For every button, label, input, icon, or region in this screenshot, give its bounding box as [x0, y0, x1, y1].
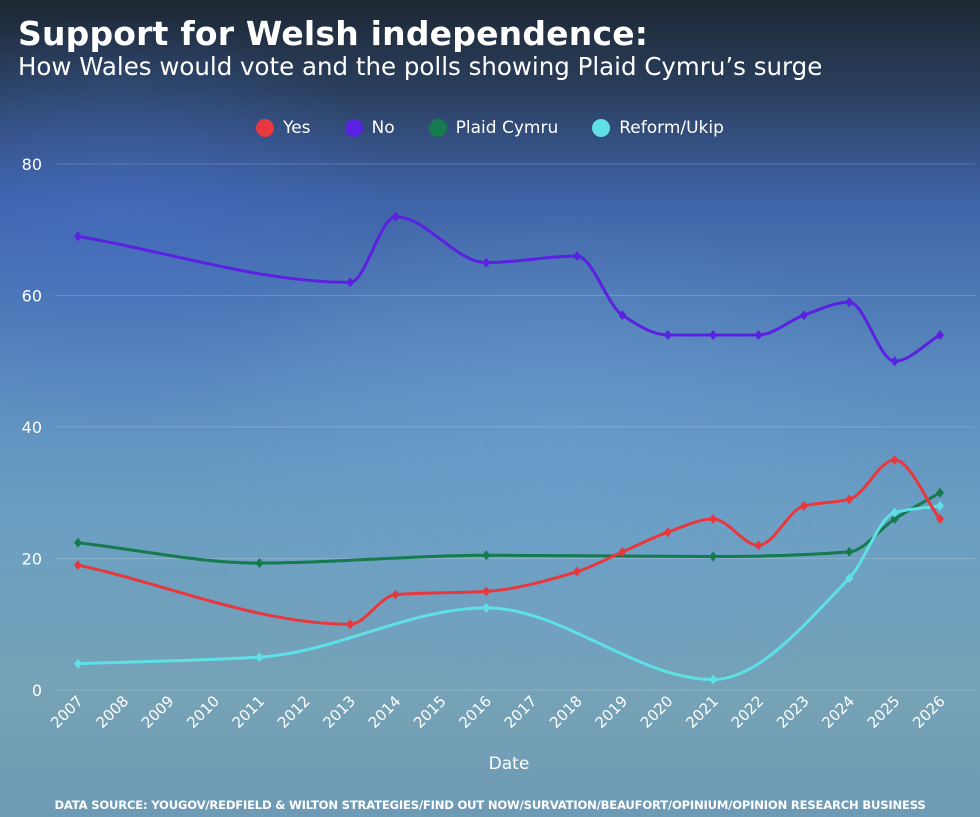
data-point-plaid-cymru	[74, 537, 82, 548]
data-point-no	[346, 277, 355, 288]
data-point-no	[845, 297, 854, 308]
x-tick-label: 2020	[637, 692, 677, 732]
legend-label: Plaid Cymru	[455, 118, 559, 138]
x-tick-label: 2015	[410, 692, 450, 732]
data-point-reform-ukip	[709, 674, 718, 685]
x-axis-label: Date	[488, 754, 530, 774]
legend: Yes No Plaid Cymru Reform/Ukip	[0, 118, 980, 138]
data-point-no	[482, 257, 491, 268]
data-point-yes	[936, 514, 944, 525]
x-tick-label: 2008	[92, 692, 132, 732]
x-tick-label: 2011	[229, 692, 269, 732]
data-point-no	[936, 329, 944, 340]
data-point-yes	[482, 586, 491, 597]
x-tick-label: 2018	[546, 692, 586, 732]
legend-item-yes[interactable]: Yes	[256, 118, 311, 138]
series-line-yes	[77, 458, 942, 626]
y-tick-label: 40	[22, 418, 42, 437]
data-point-no	[709, 329, 718, 340]
y-tick-label: 20	[22, 550, 42, 569]
legend-item-plaid-cymru[interactable]: Plaid Cymru	[428, 118, 559, 138]
data-point-no	[890, 356, 899, 367]
data-point-no	[573, 251, 582, 262]
x-tick-label: 2021	[682, 692, 722, 732]
y-tick-label: 80	[22, 155, 42, 174]
x-tick-label: 2012	[274, 692, 314, 732]
x-tick-label: 2014	[365, 692, 405, 732]
data-point-reform-ukip	[936, 500, 944, 511]
data-point-no	[391, 211, 400, 222]
data-point-no	[74, 231, 82, 242]
data-point-yes	[346, 619, 355, 630]
x-tick-label: 2010	[183, 692, 223, 732]
legend-swatch	[344, 119, 363, 137]
x-tick-label: 2026	[909, 692, 949, 732]
data-point-yes	[890, 454, 899, 465]
legend-swatch	[256, 119, 275, 137]
data-point-plaid-cymru	[845, 546, 854, 557]
legend-label: Yes	[283, 118, 311, 138]
data-point-no	[618, 310, 627, 321]
x-tick-label: 2017	[501, 692, 541, 732]
data-point-plaid-cymru	[890, 514, 899, 525]
data-point-no	[799, 310, 808, 321]
data-point-yes	[391, 589, 400, 600]
data-point-yes	[618, 546, 627, 557]
data-point-yes	[845, 494, 854, 505]
x-tick-label: 2025	[864, 692, 904, 732]
legend-swatch	[592, 119, 611, 137]
data-point-plaid-cymru	[709, 551, 718, 562]
chart-subtitle: How Wales would vote and the polls showi…	[18, 52, 823, 81]
series-line-no	[77, 215, 941, 363]
x-tick-label: 2024	[818, 692, 858, 732]
data-point-reform-ukip	[74, 658, 82, 669]
data-point-plaid-cymru	[482, 550, 491, 561]
data-point-yes	[709, 514, 718, 525]
x-tick-label: 2022	[728, 692, 768, 732]
data-point-yes	[663, 527, 672, 538]
y-tick-label: 0	[32, 681, 42, 700]
chart-title: Support for Welsh independence:	[18, 14, 649, 53]
x-tick-label: 2007	[47, 692, 87, 732]
legend-item-no[interactable]: No	[344, 118, 395, 138]
legend-label: Reform/Ukip	[619, 118, 724, 138]
y-tick-label: 60	[22, 287, 42, 306]
legend-swatch	[428, 119, 447, 137]
data-point-yes	[754, 540, 763, 551]
data-point-no	[663, 329, 672, 340]
x-tick-label: 2023	[773, 692, 813, 732]
data-point-yes	[573, 566, 582, 577]
x-tick-label: 2019	[592, 692, 632, 732]
series-line-reform-ukip	[77, 504, 941, 681]
data-point-no	[754, 329, 763, 340]
data-source: DATA SOURCE: YOUGOV/REDFIELD & WILTON ST…	[54, 798, 926, 812]
data-point-reform-ukip	[482, 602, 491, 613]
data-point-yes	[74, 560, 82, 571]
data-point-reform-ukip	[255, 652, 264, 663]
data-point-reform-ukip	[890, 507, 899, 518]
data-point-plaid-cymru	[936, 487, 944, 498]
x-tick-label: 2009	[138, 692, 178, 732]
data-point-reform-ukip	[845, 573, 854, 584]
x-tick-label: 2016	[455, 692, 495, 732]
legend-item-reform-ukip[interactable]: Reform/Ukip	[592, 118, 724, 138]
legend-label: No	[371, 118, 395, 138]
data-point-plaid-cymru	[255, 558, 264, 569]
x-tick-label: 2013	[319, 692, 359, 732]
data-point-yes	[799, 500, 808, 511]
